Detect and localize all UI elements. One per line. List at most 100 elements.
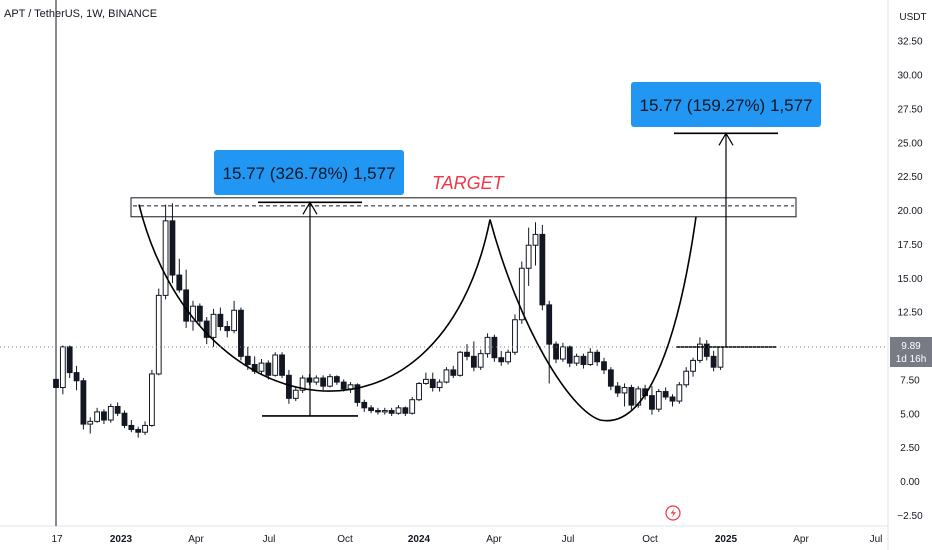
candle-up (395, 405, 402, 415)
candle-down (614, 382, 621, 397)
callout-one-box[interactable] (214, 150, 404, 195)
price-tick-label: 7.50 (900, 375, 920, 386)
candle-down (580, 353, 587, 369)
time-tick-label: 2023 (110, 534, 133, 545)
callout-two-box[interactable] (631, 82, 821, 127)
candle-down (368, 405, 375, 414)
candle-up (107, 403, 114, 423)
target-zone-rect[interactable] (130, 197, 797, 218)
bar-countdown: 1d 16h (896, 354, 927, 365)
drawings-layer (0, 132, 888, 422)
candle-up (573, 353, 580, 366)
candle-up (655, 388, 662, 412)
candle-up (621, 383, 628, 407)
price-tick-label: 17.50 (897, 240, 922, 251)
candle-up (409, 396, 416, 415)
candle-down (546, 300, 553, 384)
candle-up (423, 372, 429, 385)
callout-two[interactable]: 15.77 (159.27%) 1,577 (631, 82, 821, 127)
candle-down (114, 402, 121, 416)
candle-down (491, 334, 498, 362)
price-tick-label: 30.00 (897, 71, 922, 82)
candle-down (80, 378, 87, 430)
candle-down (402, 406, 409, 416)
price-tick-label: 2.50 (900, 443, 920, 454)
candle-down (450, 365, 457, 379)
candle-down (607, 367, 614, 391)
candle-down (601, 357, 607, 374)
candle-down (464, 344, 470, 361)
price-tick-label: 25.00 (897, 138, 922, 149)
candle-down (265, 360, 272, 380)
candle-up (272, 352, 279, 377)
candle-down (53, 369, 59, 468)
symbol-title[interactable]: APT / TetherUS, 1W, BINANCE (4, 8, 157, 20)
price-tick-label: 12.50 (897, 308, 922, 319)
cup-one-curve[interactable] (138, 204, 491, 392)
candle-down (470, 341, 477, 372)
price-tick-label: 20.00 (897, 206, 922, 217)
candle-up (87, 417, 94, 434)
cup-two-curve[interactable] (489, 216, 697, 422)
candle-up (532, 222, 539, 266)
candle-down (217, 307, 224, 331)
time-tick-label: Jul (562, 534, 575, 545)
target-label: TARGET (432, 173, 506, 193)
candle-up (518, 261, 525, 324)
candle-down (169, 203, 176, 284)
time-tick-label: Jul (263, 534, 276, 545)
candle-up (416, 382, 422, 402)
candle-down (361, 399, 368, 412)
candle-up (505, 349, 512, 365)
price-tick-label: 32.50 (897, 37, 922, 48)
candle-down (333, 375, 340, 385)
candle-down (553, 341, 559, 364)
candle-down (354, 383, 361, 407)
candle-down (66, 345, 73, 379)
price-tick-label: −2.50 (897, 511, 923, 522)
candle-down (669, 394, 676, 407)
time-tick-label: Apr (793, 534, 809, 545)
time-tick-label: Apr (486, 534, 502, 545)
candle-down (388, 407, 395, 416)
candle-down (286, 369, 292, 404)
flash-icon[interactable] (665, 505, 681, 521)
candle-up (690, 357, 696, 377)
price-tick-label: 5.00 (900, 409, 920, 420)
candle-up (313, 375, 320, 385)
time-axis[interactable]: 17 2023 Apr Jul Oct 2024 Apr Jul Oct 2025 Apr Jul (51, 534, 882, 545)
candle-up (697, 337, 703, 364)
time-tick-label: 17 (51, 534, 63, 545)
candle-up (381, 407, 388, 415)
candle-up (347, 382, 354, 393)
candle-up (299, 375, 306, 393)
candle-down (121, 410, 128, 429)
candle-down (594, 349, 601, 366)
candle-up (525, 227, 532, 286)
current-price-value: 9.89 (901, 341, 921, 352)
candle-up (94, 407, 100, 423)
callout-one-text: 15.77 (326.78%) 1,577 (223, 164, 396, 183)
candle-up (231, 300, 237, 334)
price-axis[interactable]: 32.50 30.00 27.50 25.00 22.50 20.00 17.50 15.00… (897, 37, 923, 522)
price-label-tag: 9.89 1d 16h (890, 336, 932, 367)
candle-up (436, 379, 443, 392)
candle-down (73, 365, 80, 391)
time-tick-label: 2025 (715, 534, 738, 545)
price-tick-label: 0.00 (900, 477, 920, 488)
candle-up (443, 367, 450, 384)
price-tick-label: 22.50 (897, 172, 922, 183)
callout-one[interactable]: 15.77 (326.78%) 1,577 (214, 150, 404, 195)
candle-up (327, 373, 333, 388)
candle-down (176, 258, 183, 293)
candle-up (162, 204, 169, 300)
candle-down (279, 352, 285, 379)
candle-up (149, 369, 155, 427)
candle-down (429, 372, 436, 392)
candle-up (292, 387, 299, 402)
candle-down (183, 269, 190, 328)
candle-up (477, 349, 484, 370)
candle-down (224, 321, 231, 338)
